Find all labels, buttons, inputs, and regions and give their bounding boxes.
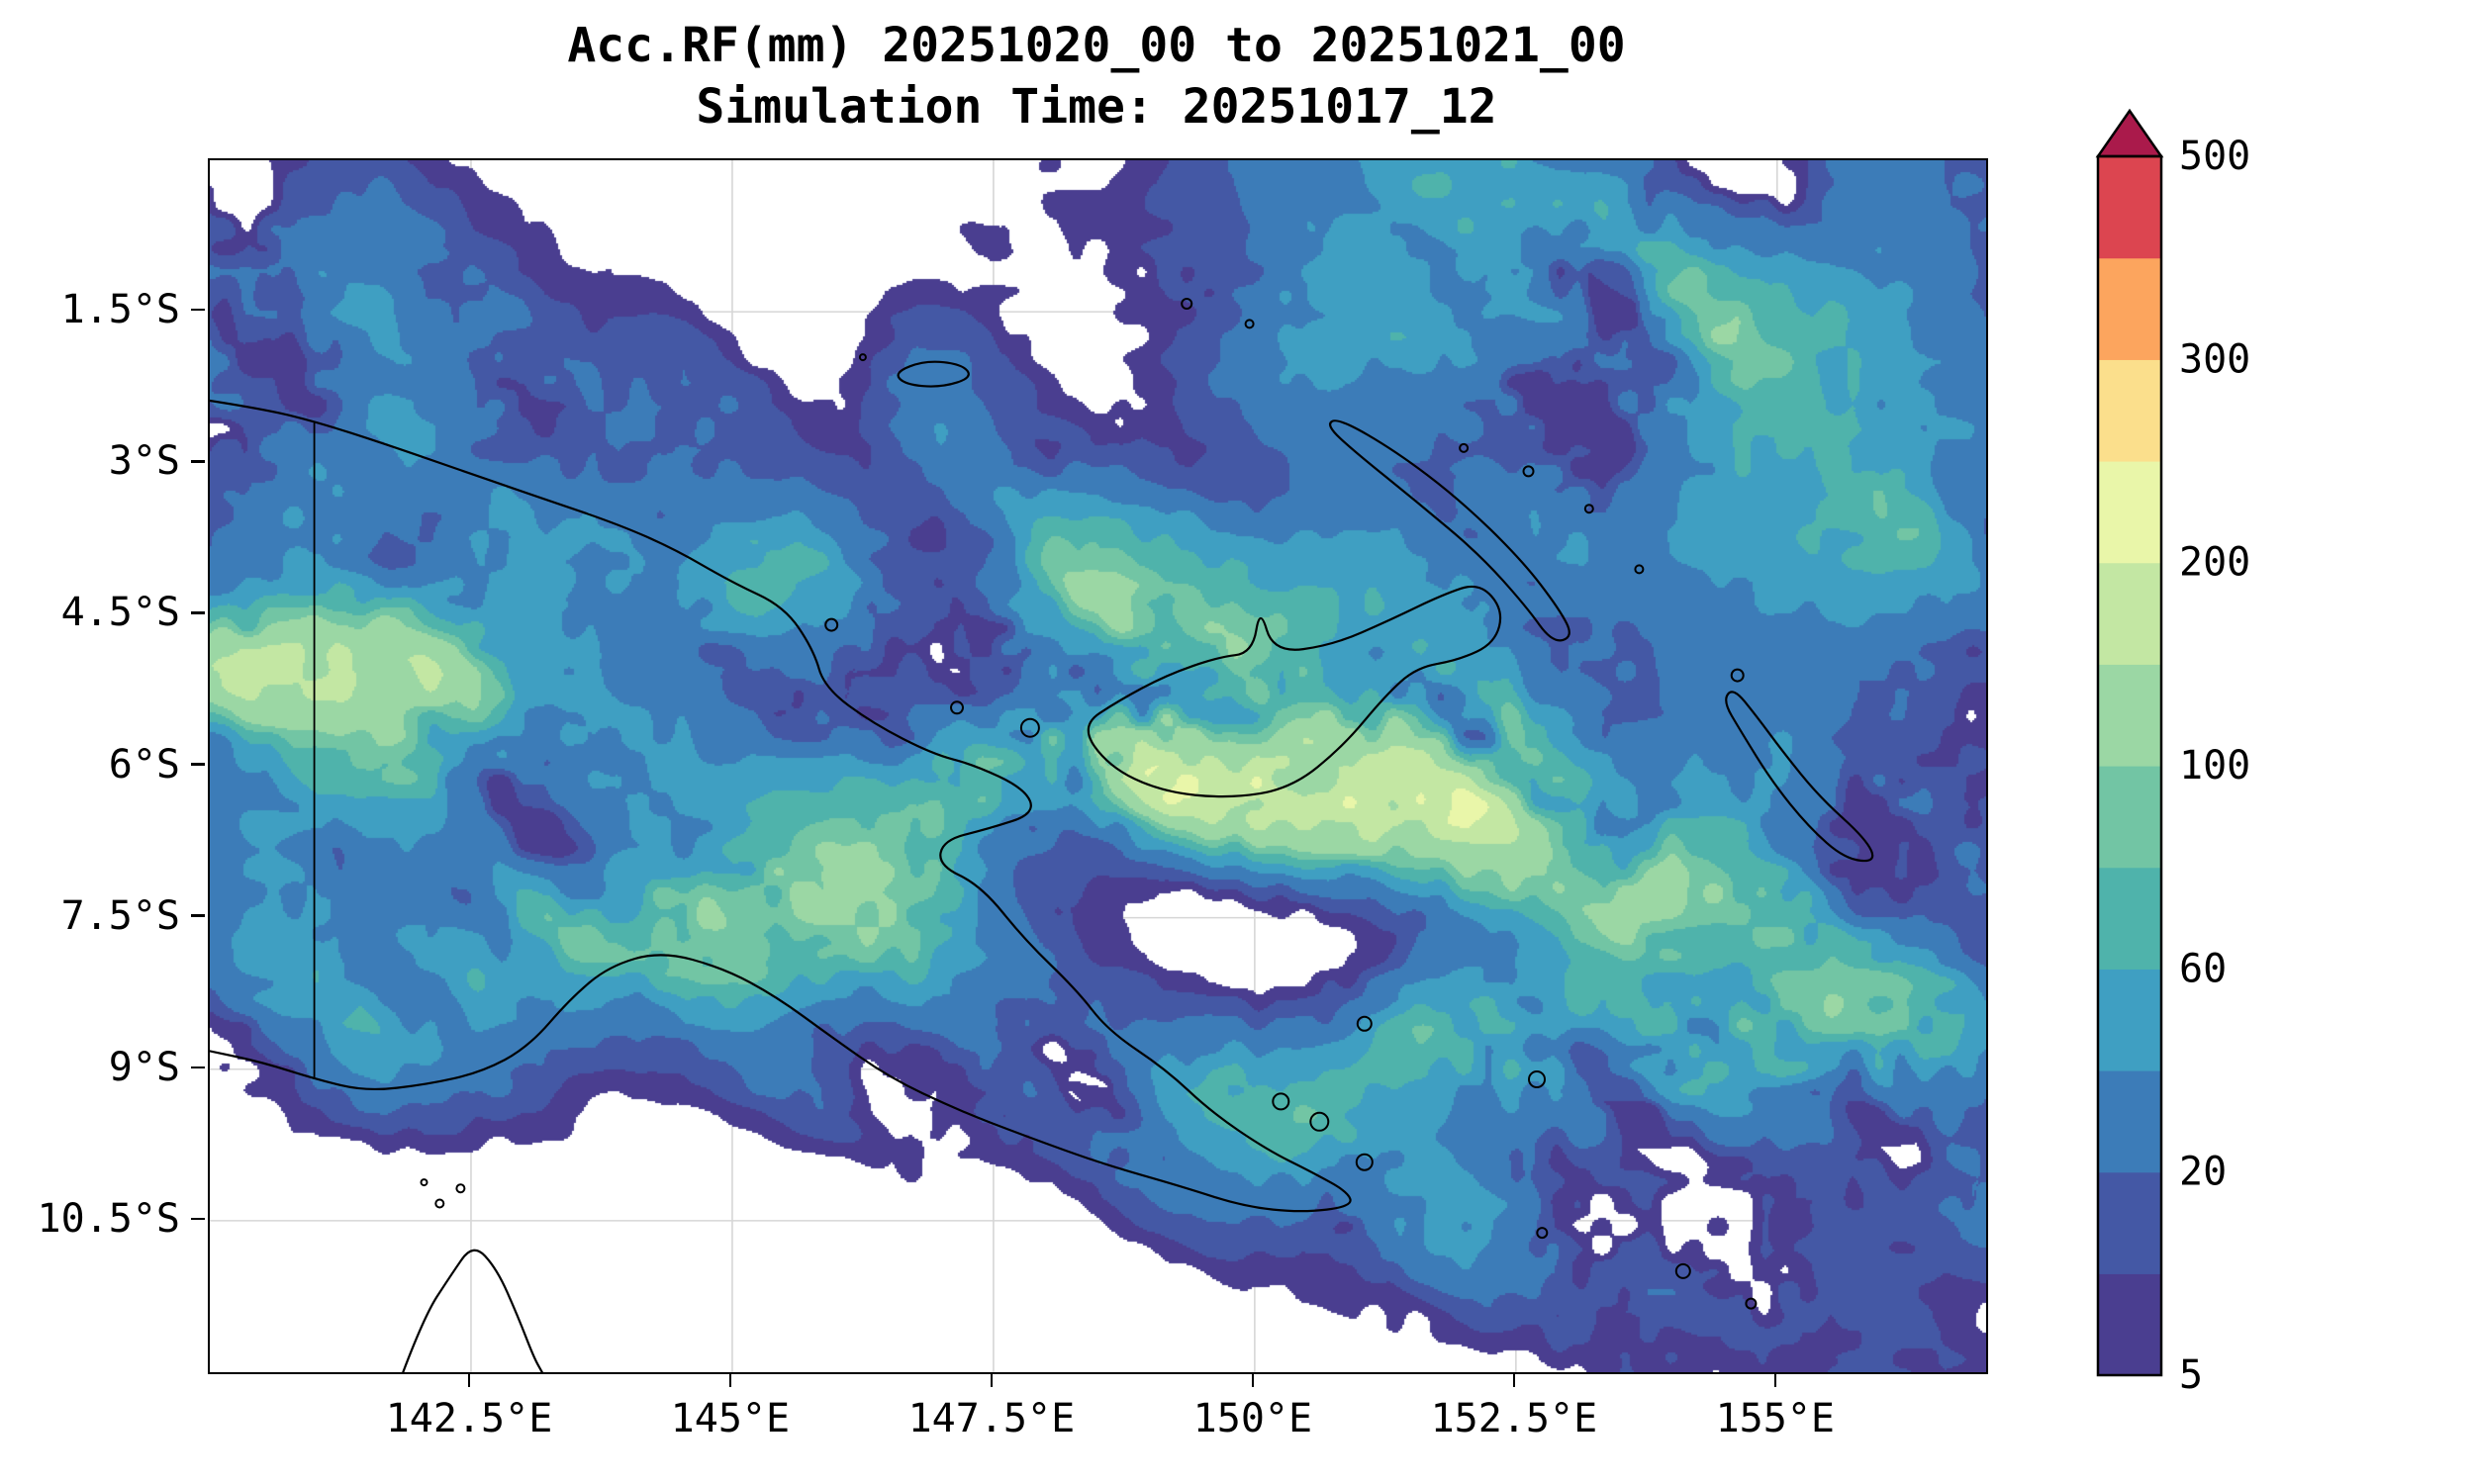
- x-tick-label: 150°E: [1192, 1396, 1313, 1441]
- y-tick-mark: [191, 914, 205, 917]
- colorbar-segment: [2098, 766, 2161, 869]
- colorbar-outline: [2096, 154, 2163, 1377]
- y-tick-label: 1.5°S: [60, 287, 180, 333]
- small-island: [420, 1178, 428, 1187]
- coastline-path: [1087, 585, 1502, 798]
- colorbar-segment: [2098, 156, 2161, 259]
- small-island: [1355, 1153, 1374, 1171]
- colorbar-label: 200: [2179, 540, 2250, 586]
- colorbar-segment: [2098, 664, 2161, 767]
- small-island: [950, 700, 964, 715]
- colorbar-svg: 5 20 60 100 200 300 500: [2095, 108, 2250, 1398]
- coastline-path: [897, 360, 970, 388]
- small-island: [1634, 564, 1645, 575]
- small-island: [1459, 442, 1470, 453]
- coastline-path: [210, 399, 1352, 1213]
- x-tick-mark: [1773, 1373, 1777, 1387]
- colorbar-label: 5: [2179, 1352, 2203, 1398]
- colorbar-over-arrow: [2095, 108, 2164, 158]
- small-island: [1019, 717, 1040, 738]
- colorbar-segment: [2098, 562, 2161, 665]
- x-tick-mark: [467, 1373, 471, 1387]
- small-island: [1528, 1070, 1546, 1088]
- colorbar-label: 300: [2179, 336, 2250, 382]
- x-tick-mark: [990, 1373, 994, 1387]
- coastline-path: [1725, 691, 1874, 863]
- small-island: [1583, 504, 1594, 514]
- colorbar-label: 500: [2179, 134, 2250, 179]
- map-plot-area: [208, 158, 1988, 1374]
- colorbar-label: 100: [2179, 743, 2250, 788]
- figure-subtitle: Simulation Time: 20251017_12: [696, 79, 1497, 135]
- x-tick-label: 155°E: [1715, 1396, 1836, 1441]
- colorbar: 5 20 60 100 200 300 500: [2073, 95, 2410, 1431]
- colorbar-segment: [2098, 1070, 2161, 1173]
- y-tick-label: 6°S: [108, 741, 180, 788]
- y-tick-mark: [191, 763, 205, 766]
- y-tick-label: 3°S: [108, 438, 180, 485]
- y-tick-label: 9°S: [108, 1044, 180, 1090]
- y-tick-label: 4.5°S: [60, 590, 180, 636]
- x-tick-label: 142.5°E: [385, 1396, 553, 1441]
- colorbar-segment: [2098, 867, 2161, 970]
- colorbar-segment: [2098, 969, 2161, 1071]
- y-tick-mark: [191, 308, 205, 312]
- x-tick-label: 147.5°E: [907, 1396, 1076, 1441]
- coastline-layer: [210, 298, 1874, 1372]
- y-tick-mark: [191, 611, 205, 614]
- x-tick-label: 152.5°E: [1430, 1396, 1598, 1441]
- colorbar-segment: [2098, 1273, 2161, 1376]
- y-tick-label: 7.5°S: [60, 892, 180, 939]
- small-island: [455, 1183, 466, 1194]
- small-island: [858, 353, 867, 362]
- colorbar-segment: [2098, 1171, 2161, 1274]
- coastline-path: [402, 1249, 543, 1372]
- rainfall-raster-layer: [210, 160, 1986, 1372]
- colorbar-segment: [2098, 359, 2161, 462]
- small-island: [1272, 1092, 1290, 1111]
- small-island: [1356, 1015, 1373, 1032]
- small-island: [1536, 1227, 1549, 1240]
- y-tick-mark: [191, 1217, 205, 1221]
- y-tick-mark: [191, 460, 205, 463]
- small-island: [434, 1198, 445, 1209]
- small-island: [1181, 298, 1193, 310]
- x-tick-label: 145°E: [670, 1396, 791, 1441]
- x-tick-mark: [1251, 1373, 1255, 1387]
- colorbar-segment: [2098, 461, 2161, 564]
- figure-title: Acc.RF(mm) 20251020_00 to 20251021_00: [567, 18, 1626, 73]
- colorbar-label: 20: [2179, 1150, 2227, 1195]
- small-island: [1674, 1262, 1691, 1279]
- x-tick-mark: [728, 1373, 732, 1387]
- y-tick-mark: [191, 1066, 205, 1068]
- small-island: [1730, 668, 1745, 683]
- colorbar-label: 60: [2179, 946, 2227, 991]
- small-island: [1745, 1297, 1758, 1310]
- small-island: [1244, 319, 1255, 329]
- x-tick-mark: [1512, 1373, 1516, 1387]
- coastline-path: [1329, 419, 1570, 642]
- small-island: [1522, 465, 1535, 478]
- small-island: [824, 617, 839, 632]
- small-island: [1309, 1111, 1330, 1132]
- y-tick-label: 10.5°S: [37, 1195, 181, 1242]
- colorbar-segment: [2098, 257, 2161, 360]
